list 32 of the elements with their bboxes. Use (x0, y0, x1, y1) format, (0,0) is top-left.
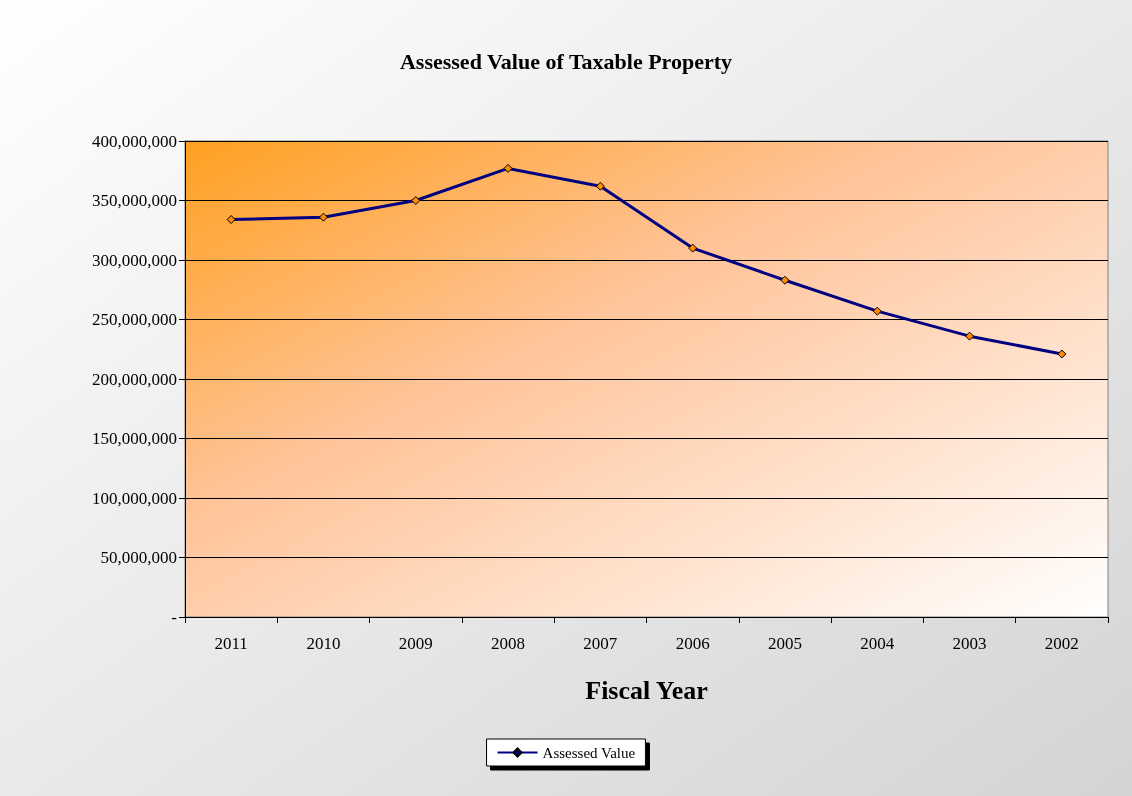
x-tick-label: 2003 (952, 634, 987, 653)
y-tick-label: 300,000,000 (92, 250, 177, 270)
x-tick-label: 2011 (214, 634, 248, 653)
x-tick-label: 2008 (491, 634, 526, 653)
x-tick-label: 2002 (1044, 634, 1079, 653)
x-axis-title: Fiscal Year (585, 675, 708, 705)
x-tick-label: 2007 (583, 634, 618, 653)
y-tick-label: 100,000,000 (92, 488, 177, 508)
x-tick-label: 2005 (767, 634, 802, 653)
point (226, 215, 236, 225)
y-tick-label: 200,000,000 (92, 369, 177, 389)
y-tick-label: - (171, 607, 178, 627)
chart-title: Assessed Value of Taxable Property (399, 48, 733, 74)
y-tick-label: 50,000,000 (100, 548, 177, 567)
point (965, 331, 975, 341)
point (872, 306, 882, 316)
point (595, 181, 605, 191)
point (503, 163, 513, 173)
point (411, 196, 421, 205)
y-tick-label: 150,000,000 (92, 429, 177, 448)
point (780, 275, 790, 285)
x-tick-label: 2009 (398, 634, 433, 653)
point (1057, 349, 1067, 359)
x-tick-label: 2004 (860, 634, 895, 653)
y-tick-label: 400,000,000 (92, 131, 177, 151)
x-tick-label: 2006 (675, 634, 710, 653)
point (318, 212, 328, 222)
y-tick-label: 250,000,000 (92, 310, 177, 329)
legend-label: Assessed Value (542, 744, 636, 761)
x-tick-label: 2010 (306, 634, 341, 653)
y-tick-label: 350,000,000 (92, 191, 177, 210)
point (688, 243, 698, 253)
